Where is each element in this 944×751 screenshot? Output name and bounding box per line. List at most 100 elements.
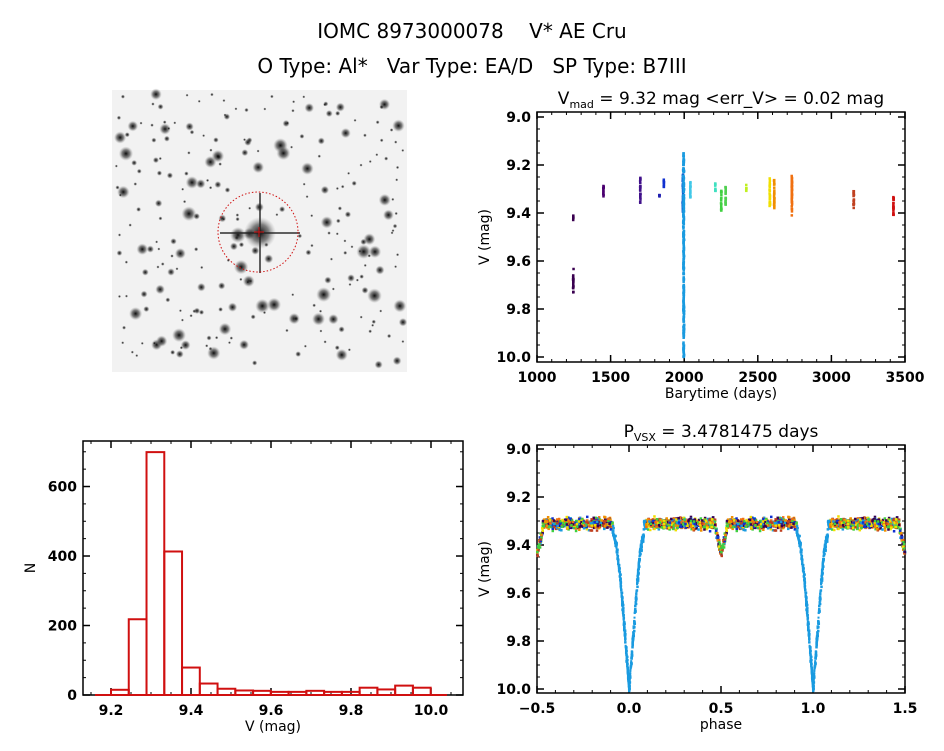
data-point <box>624 635 627 638</box>
data-point <box>634 595 638 598</box>
data-point <box>762 523 766 526</box>
data-point <box>584 524 587 527</box>
data-point <box>729 524 733 528</box>
data-point <box>599 521 603 524</box>
field-star <box>227 302 238 312</box>
data-point <box>800 553 803 556</box>
data-point <box>564 521 568 525</box>
data-point <box>557 520 561 523</box>
data-point <box>813 661 816 664</box>
data-point <box>682 251 685 255</box>
data-point <box>855 522 859 525</box>
data-point <box>557 517 561 521</box>
field-star <box>359 274 364 279</box>
data-point <box>787 518 791 521</box>
data-point <box>684 520 688 523</box>
data-point <box>668 526 671 530</box>
data-point <box>571 218 575 222</box>
data-point <box>811 675 814 678</box>
data-point <box>729 520 733 524</box>
field-star <box>136 206 142 212</box>
data-point <box>802 566 805 569</box>
data-point <box>572 284 575 287</box>
field-star <box>395 253 400 257</box>
data-point <box>720 189 723 193</box>
data-point <box>841 523 845 527</box>
data-point <box>674 528 678 532</box>
data-point <box>812 675 815 678</box>
data-point <box>676 524 680 527</box>
data-point <box>587 528 591 532</box>
data-point <box>808 639 811 642</box>
field-star <box>172 328 186 343</box>
data-point <box>720 550 723 554</box>
data-point <box>817 622 820 625</box>
data-point <box>627 687 630 690</box>
data-point <box>717 542 720 546</box>
data-point <box>809 658 813 661</box>
field-star <box>255 298 270 314</box>
data-point <box>860 521 863 525</box>
field-star <box>175 267 179 271</box>
data-point <box>892 196 895 200</box>
data-point <box>682 326 685 329</box>
data-point <box>638 555 641 558</box>
data-point <box>772 195 776 198</box>
data-point <box>682 288 686 292</box>
data-point <box>631 638 634 641</box>
data-point <box>802 574 805 577</box>
field-star <box>323 103 327 107</box>
y-tick-label: 9.8 <box>506 302 531 318</box>
data-point <box>687 522 691 526</box>
data-point <box>818 608 821 611</box>
data-point <box>648 520 651 523</box>
data-point <box>621 600 624 603</box>
data-point <box>595 517 599 520</box>
field-star <box>244 138 252 146</box>
data-point <box>716 536 719 540</box>
data-point <box>736 519 740 522</box>
data-point <box>829 525 832 529</box>
data-point <box>615 547 618 550</box>
y-tick-label: 200 <box>48 619 77 635</box>
data-point <box>779 520 783 524</box>
data-point <box>790 203 794 206</box>
data-point <box>736 522 740 526</box>
data-point <box>838 521 842 524</box>
data-point <box>710 518 714 521</box>
data-point <box>820 574 823 577</box>
data-point <box>550 521 554 525</box>
data-point <box>745 186 748 190</box>
data-point <box>874 525 877 529</box>
data-point <box>568 525 572 529</box>
data-point <box>682 152 685 155</box>
data-point <box>615 550 618 553</box>
data-point <box>662 183 666 186</box>
field-star <box>124 260 129 264</box>
data-point <box>682 194 685 197</box>
data-point <box>833 528 836 532</box>
histogram-bar <box>411 686 432 696</box>
data-point <box>574 529 578 533</box>
data-point <box>702 522 706 526</box>
data-point <box>560 529 563 532</box>
data-point <box>655 517 659 521</box>
data-point <box>885 520 888 524</box>
field-star <box>224 187 231 193</box>
data-point <box>902 547 906 550</box>
data-point <box>882 521 886 524</box>
data-point <box>847 526 850 529</box>
data-point <box>682 238 686 241</box>
data-point <box>621 608 624 611</box>
data-point <box>863 521 867 524</box>
data-point <box>572 267 575 271</box>
y-tick-label: 9.0 <box>506 442 531 458</box>
data-point <box>724 189 727 192</box>
data-point <box>639 188 642 192</box>
data-point <box>820 583 823 586</box>
data-point <box>621 601 624 604</box>
field-star <box>374 360 383 369</box>
data-point <box>653 515 656 518</box>
field-star <box>347 171 351 175</box>
x-axis-label: V (mag) <box>245 719 301 735</box>
